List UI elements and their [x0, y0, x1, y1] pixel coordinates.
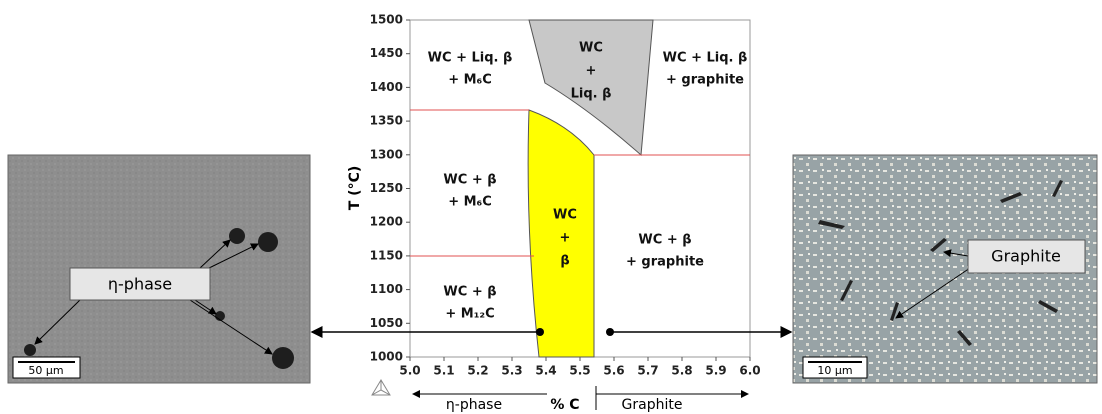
- x-tick-label: 5.1: [433, 364, 454, 378]
- y-tick-label: 1200: [370, 215, 403, 229]
- region-label: + graphite: [626, 255, 704, 270]
- region-label: WC: [553, 208, 577, 223]
- region-label: WC + β: [443, 285, 496, 300]
- connector-dot: [606, 328, 614, 336]
- x-tick-label: 5.0: [399, 364, 420, 378]
- x-tick-label: 5.5: [569, 364, 590, 378]
- y-tick-label: 1150: [370, 248, 403, 262]
- region-label: +: [586, 64, 597, 79]
- region-label: +: [560, 231, 571, 246]
- x-tick-label: 5.9: [705, 364, 726, 378]
- y-tick-label: 1100: [370, 282, 403, 296]
- region-label: WC: [579, 41, 603, 56]
- scale-label: 50 µm: [28, 364, 63, 377]
- region-label: β: [560, 254, 569, 269]
- x-tick-label: 5.3: [501, 364, 522, 378]
- image-label: Graphite: [991, 247, 1061, 266]
- scale-label: 10 µm: [817, 364, 852, 377]
- y-tick-label: 1500: [370, 13, 403, 27]
- region-label: + graphite: [666, 73, 744, 88]
- y-tick-label: 1400: [370, 80, 403, 94]
- x-tick-label: 5.7: [637, 364, 658, 378]
- image-label: η-phase: [108, 275, 172, 294]
- bottom-label: η-phase: [446, 397, 502, 413]
- region-label: WC + Liq. β: [428, 51, 513, 66]
- y-tick-label: 1250: [370, 181, 403, 195]
- logo: [372, 380, 390, 395]
- y-tick-label: 1450: [370, 46, 403, 60]
- region-label: WC + β: [443, 173, 496, 188]
- y-tick-label: 1350: [370, 114, 403, 128]
- x-tick-label: 5.6: [603, 364, 624, 378]
- region-label: WC + Liq. β: [663, 51, 748, 66]
- x-tick-label: 5.8: [671, 364, 692, 378]
- region-label: + M₆C: [448, 73, 492, 88]
- x-tick-label: 5.4: [535, 364, 556, 378]
- y-tick-label: 1050: [370, 316, 403, 330]
- region-label: + M₆C: [448, 195, 492, 210]
- x-tick-label: 6.0: [739, 364, 760, 378]
- y-tick-label: 1300: [370, 147, 403, 161]
- figure: η-phase 50 µm Graphite 10 µm 1500 1450 140…: [0, 0, 1102, 414]
- y-axis-label: T (°C): [347, 166, 363, 211]
- region-label: Liq. β: [571, 87, 612, 102]
- region-label: WC + β: [638, 233, 691, 248]
- bottom-label: Graphite: [622, 397, 683, 413]
- y-tick-label: 1000: [370, 350, 403, 364]
- x-axis-label: % C: [550, 397, 579, 413]
- x-tick-label: 5.2: [467, 364, 488, 378]
- connector-dot: [536, 328, 544, 336]
- region-label: + M₁₂C: [445, 307, 494, 322]
